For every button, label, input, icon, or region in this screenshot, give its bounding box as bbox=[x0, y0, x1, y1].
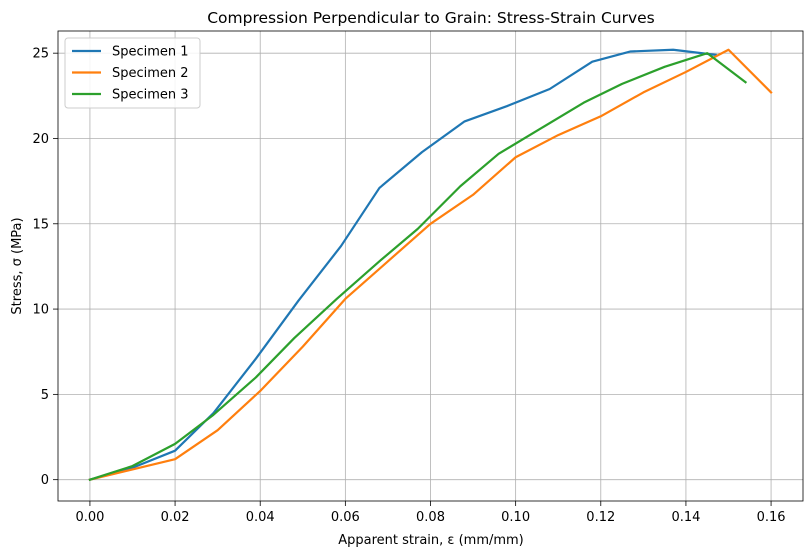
x-tick-label: 0.04 bbox=[246, 510, 275, 525]
x-axis-label: Apparent strain, ε (mm/mm) bbox=[338, 533, 524, 548]
x-tick-label: 0.02 bbox=[161, 510, 190, 525]
y-tick-label: 15 bbox=[32, 217, 49, 232]
x-tick-label: 0.16 bbox=[757, 510, 786, 525]
series-lines bbox=[88, 48, 773, 482]
legend-label-specimen-1: Specimen 1 bbox=[112, 45, 189, 60]
x-tick-label: 0.00 bbox=[75, 510, 104, 525]
y-tick-label: 20 bbox=[32, 132, 49, 147]
legend-box bbox=[64, 37, 201, 109]
legend: Specimen 1 Specimen 2 Specimen 3 bbox=[64, 37, 201, 109]
x-tick-label: 0.06 bbox=[331, 510, 360, 525]
x-tick-label: 0.10 bbox=[501, 510, 530, 525]
y-tick-label: 5 bbox=[41, 388, 49, 403]
y-tick-label: 25 bbox=[32, 47, 49, 62]
x-tick-label: 0.14 bbox=[671, 510, 700, 525]
y-axis-label: Stress, σ (MPa) bbox=[10, 217, 25, 314]
series-line-specimen-1 bbox=[88, 48, 717, 482]
series-line-specimen-2 bbox=[88, 48, 773, 482]
y-tick-label: 10 bbox=[32, 303, 49, 318]
legend-label-specimen-3: Specimen 3 bbox=[112, 88, 189, 103]
legend-label-specimen-2: Specimen 2 bbox=[112, 66, 189, 81]
x-tick-label: 0.12 bbox=[586, 510, 615, 525]
y-tick-label: 0 bbox=[41, 473, 49, 488]
x-tick-label: 0.08 bbox=[416, 510, 445, 525]
series-line-specimen-3 bbox=[88, 52, 748, 482]
y-axis-ticks: 0 5 10 15 20 25 bbox=[32, 47, 58, 488]
x-axis-ticks: 0.00 0.02 0.04 0.06 0.08 0.10 0.12 0.14 0.16 bbox=[75, 501, 786, 525]
chart-title: Compression Perpendicular to Grain: Stre… bbox=[207, 9, 655, 27]
legend-items: Specimen 1 Specimen 2 Specimen 3 bbox=[72, 45, 189, 103]
